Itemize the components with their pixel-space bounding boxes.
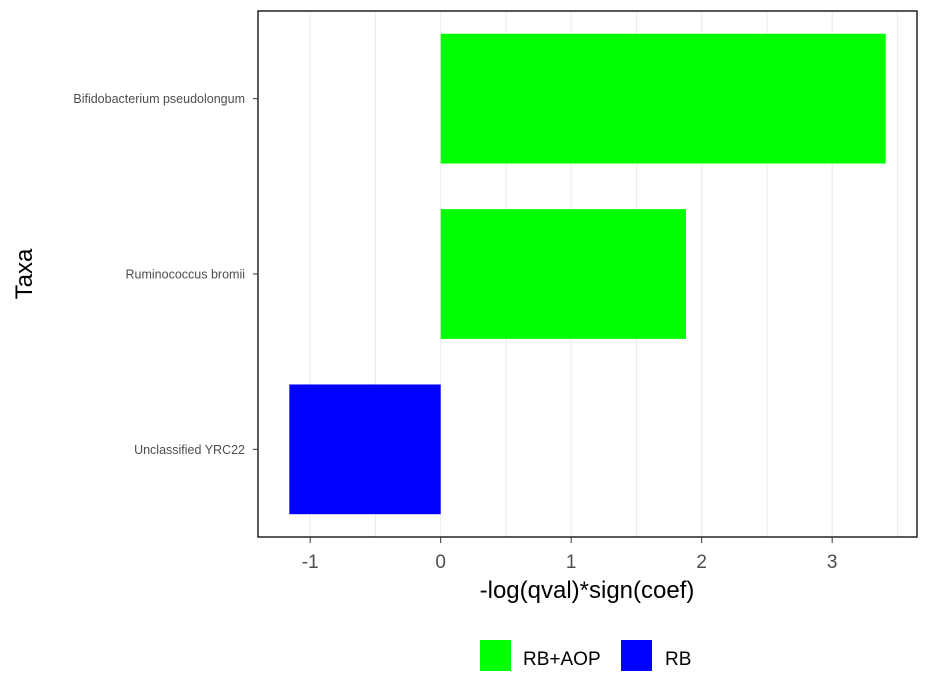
legend-label-rb: RB xyxy=(665,649,691,670)
y-tick-label: Unclassified YRC22 xyxy=(134,443,245,457)
x-axis-title: -log(qval)*sign(coef) xyxy=(480,577,695,604)
x-tick-label: 2 xyxy=(696,552,707,573)
legend: RB+AOP RB xyxy=(480,640,691,671)
legend-swatch-rb-aop xyxy=(480,640,511,671)
bar xyxy=(289,384,441,515)
x-tick-label: 0 xyxy=(435,552,446,573)
y-tick-label: Ruminococcus bromii xyxy=(126,268,245,282)
x-tick-label: 3 xyxy=(827,552,838,573)
legend-label-rb-aop: RB+AOP xyxy=(523,649,601,670)
bar xyxy=(440,209,687,339)
legend-swatch-rb xyxy=(621,640,652,671)
y-axis-title: Taxa xyxy=(11,248,38,299)
bars xyxy=(289,33,886,515)
x-tick-label: 1 xyxy=(566,552,577,573)
x-tick-label: -1 xyxy=(302,552,319,573)
x-axis-ticks: -1 0 1 2 3 xyxy=(302,537,838,573)
y-axis-ticks: Bifidobacterium pseudolongum Ruminococcus… xyxy=(73,92,258,457)
bar xyxy=(440,33,886,164)
y-tick-label: Bifidobacterium pseudolongum xyxy=(73,92,245,106)
